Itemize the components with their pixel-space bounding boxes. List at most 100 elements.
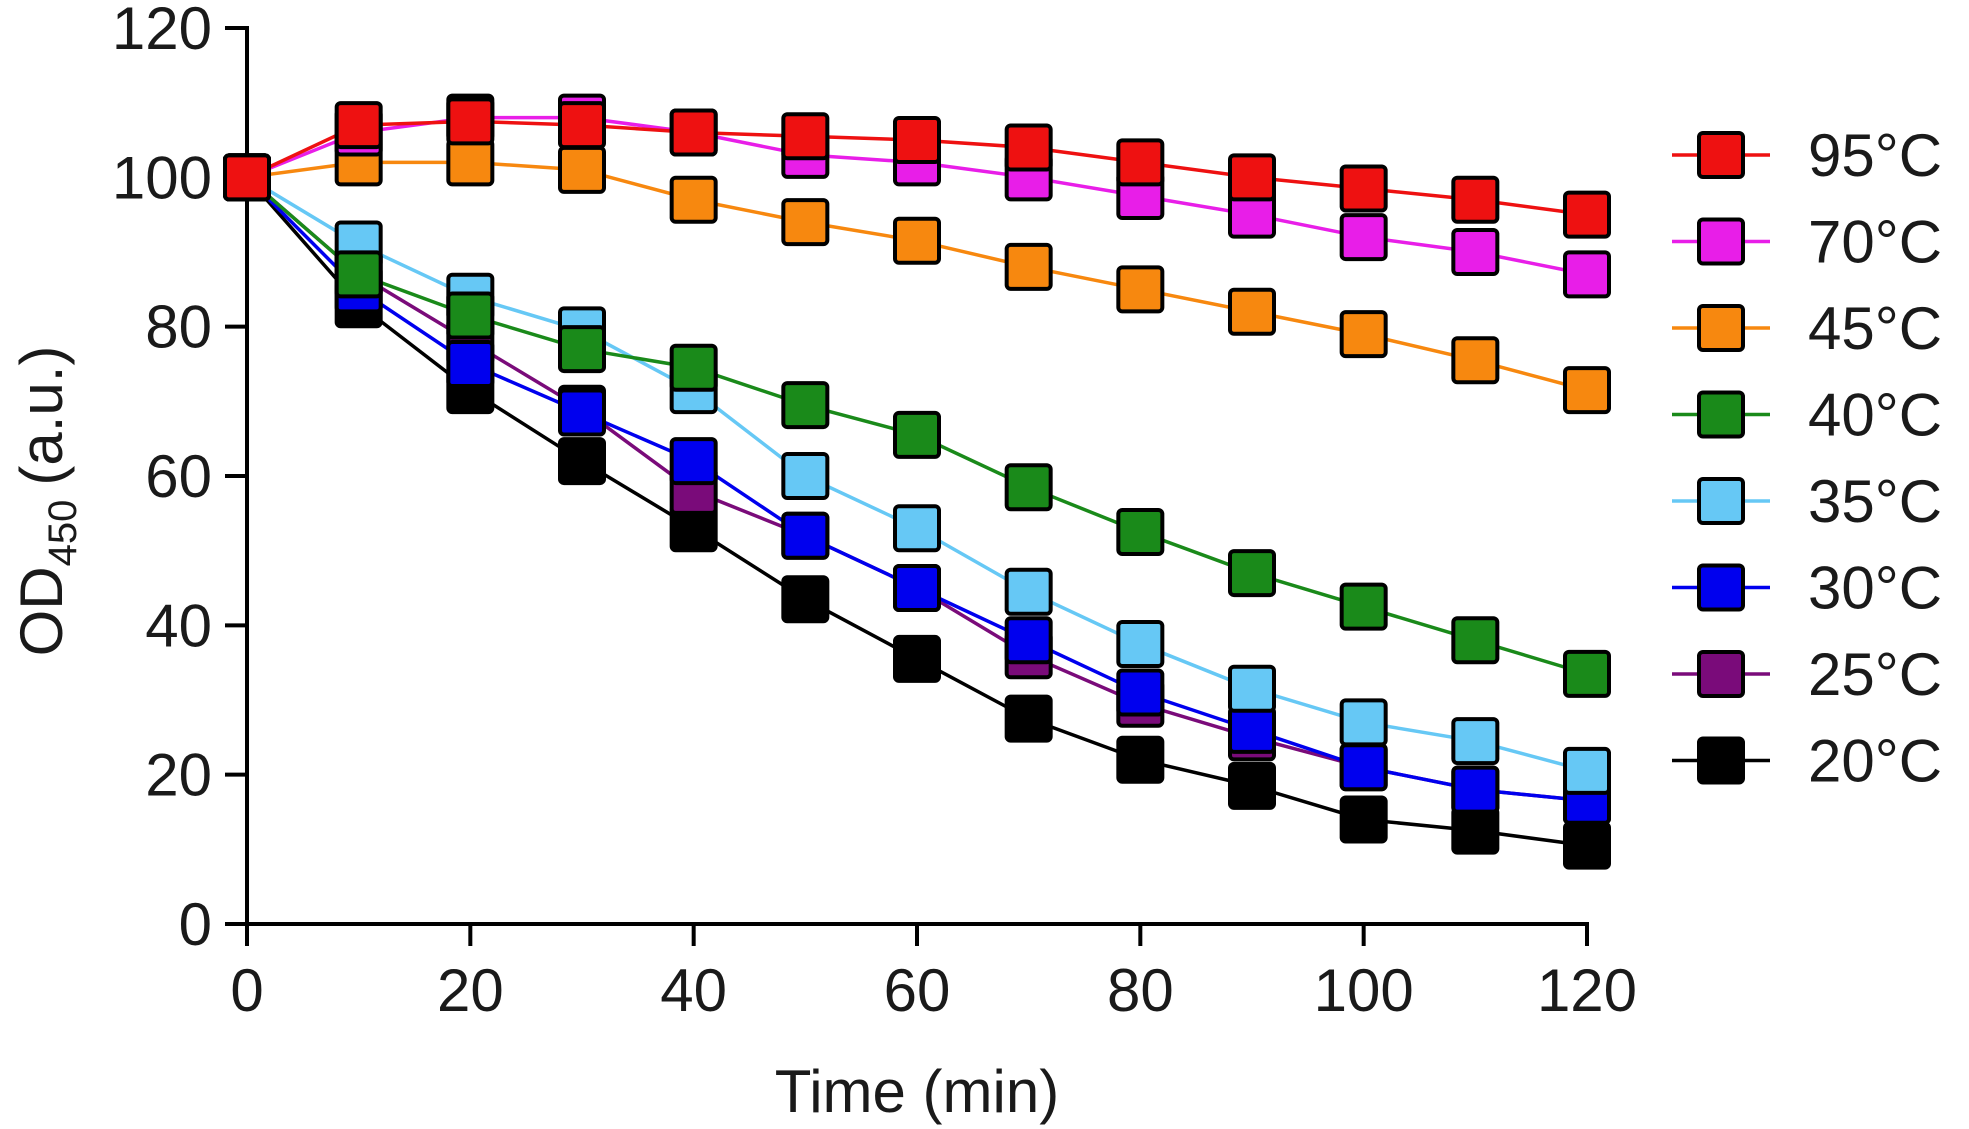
y-tick-label: 100	[112, 144, 212, 211]
y-tick-label: 120	[112, 0, 212, 62]
y-axis-title: OD450 (a.u.)	[8, 346, 85, 657]
legend-item: 20°C	[1672, 728, 1942, 795]
data-point-30C	[1228, 705, 1276, 754]
y-tick-label: 20	[145, 742, 212, 809]
data-point-95C	[1563, 190, 1611, 239]
data-point-45C	[558, 145, 606, 194]
data-point-40C	[558, 325, 606, 374]
y-axis-title-subscript: 450	[41, 500, 85, 567]
data-point-20C	[1451, 806, 1500, 855]
data-point-95C	[1116, 138, 1165, 187]
data-point-45C	[1339, 310, 1388, 359]
data-point-35C	[781, 452, 830, 500]
data-point-45C	[1004, 242, 1053, 291]
data-point-35C	[1563, 746, 1611, 795]
data-point-95C	[446, 97, 495, 146]
legend: 95°C 70°C 45°C 40°C 35°C 30°C 25°C 20°C	[1672, 122, 1942, 795]
legend-label: 40°C	[1808, 382, 1942, 449]
data-point-95C	[781, 112, 830, 161]
data-point-35C	[1004, 567, 1053, 616]
data-point-45C	[1563, 366, 1611, 415]
data-point-95C	[334, 101, 383, 150]
data-point-40C	[1116, 508, 1165, 556]
data-point-40C	[1451, 616, 1500, 665]
data-point-95C	[223, 153, 271, 202]
legend-item: 40°C	[1672, 382, 1942, 449]
series-markers-95C	[223, 97, 1611, 239]
data-point-30C	[1451, 765, 1500, 814]
legend-label: 70°C	[1808, 209, 1942, 276]
data-point-20C	[1116, 735, 1165, 784]
data-point-95C	[1451, 175, 1500, 224]
legend-item: 30°C	[1672, 555, 1942, 622]
data-point-20C	[1228, 761, 1276, 810]
data-point-20C	[1004, 694, 1053, 743]
legend-label: 45°C	[1808, 295, 1942, 362]
data-point-45C	[1228, 287, 1276, 336]
series-markers	[223, 93, 1611, 870]
data-point-95C	[1339, 164, 1388, 213]
legend-label: 20°C	[1808, 728, 1942, 795]
data-point-95C	[893, 116, 941, 164]
data-point-30C	[1339, 743, 1388, 792]
data-point-20C	[893, 634, 941, 683]
data-point-45C	[1116, 265, 1165, 314]
legend-marker	[1697, 477, 1745, 525]
legend-marker	[1697, 563, 1745, 612]
data-point-30C	[446, 340, 495, 388]
data-point-30C	[1004, 616, 1053, 665]
data-point-95C	[558, 101, 606, 150]
x-tick-label: 20	[437, 957, 504, 1024]
x-tick-label: 120	[1537, 957, 1637, 1024]
data-point-20C	[558, 437, 606, 486]
data-point-45C	[781, 198, 830, 247]
legend-item: 45°C	[1672, 295, 1942, 362]
data-point-40C	[1228, 549, 1276, 598]
data-point-45C	[669, 175, 718, 224]
legend-marker	[1697, 650, 1745, 698]
x-axis-title: Time (min)	[775, 1058, 1059, 1125]
data-point-40C	[669, 343, 718, 392]
data-point-40C	[1339, 582, 1388, 631]
data-point-95C	[669, 108, 718, 157]
data-point-35C	[1116, 620, 1165, 668]
legend-label: 35°C	[1808, 468, 1942, 535]
legend-item: 95°C	[1672, 122, 1942, 189]
legend-item: 35°C	[1672, 468, 1942, 535]
data-point-20C	[1339, 795, 1388, 844]
series-markers-45C	[223, 138, 1611, 415]
data-point-30C	[1116, 668, 1165, 717]
y-tick-label: 60	[145, 443, 212, 510]
y-tick-label: 80	[145, 294, 212, 361]
data-point-40C	[893, 410, 941, 459]
legend-item: 25°C	[1672, 641, 1942, 708]
data-point-45C	[446, 138, 495, 187]
y-axis-title-main: OD	[8, 566, 75, 656]
data-point-70C	[1563, 250, 1611, 299]
x-tick-label: 40	[660, 957, 727, 1024]
y-tick-label: 0	[179, 891, 212, 958]
data-point-20C	[1563, 821, 1611, 870]
legend-marker	[1697, 217, 1745, 266]
data-point-30C	[781, 511, 830, 560]
data-point-35C	[893, 504, 941, 553]
x-tick-label: 60	[884, 957, 951, 1024]
data-point-20C	[781, 575, 830, 624]
data-point-35C	[1339, 698, 1388, 747]
y-axis-title-units: (a.u.)	[8, 346, 75, 486]
data-point-30C	[893, 564, 941, 612]
data-point-30C	[558, 388, 606, 437]
data-point-40C	[781, 381, 830, 430]
data-point-35C	[1228, 664, 1276, 713]
data-point-95C	[1004, 123, 1053, 172]
x-tick-label: 80	[1107, 957, 1174, 1024]
data-point-45C	[1451, 336, 1500, 385]
data-point-30C	[669, 437, 718, 486]
legend-label: 30°C	[1808, 555, 1942, 622]
x-tick-label: 100	[1314, 957, 1414, 1024]
data-point-40C	[446, 291, 495, 340]
data-point-70C	[1339, 213, 1388, 262]
data-point-40C	[334, 250, 383, 299]
legend-marker	[1697, 304, 1745, 352]
